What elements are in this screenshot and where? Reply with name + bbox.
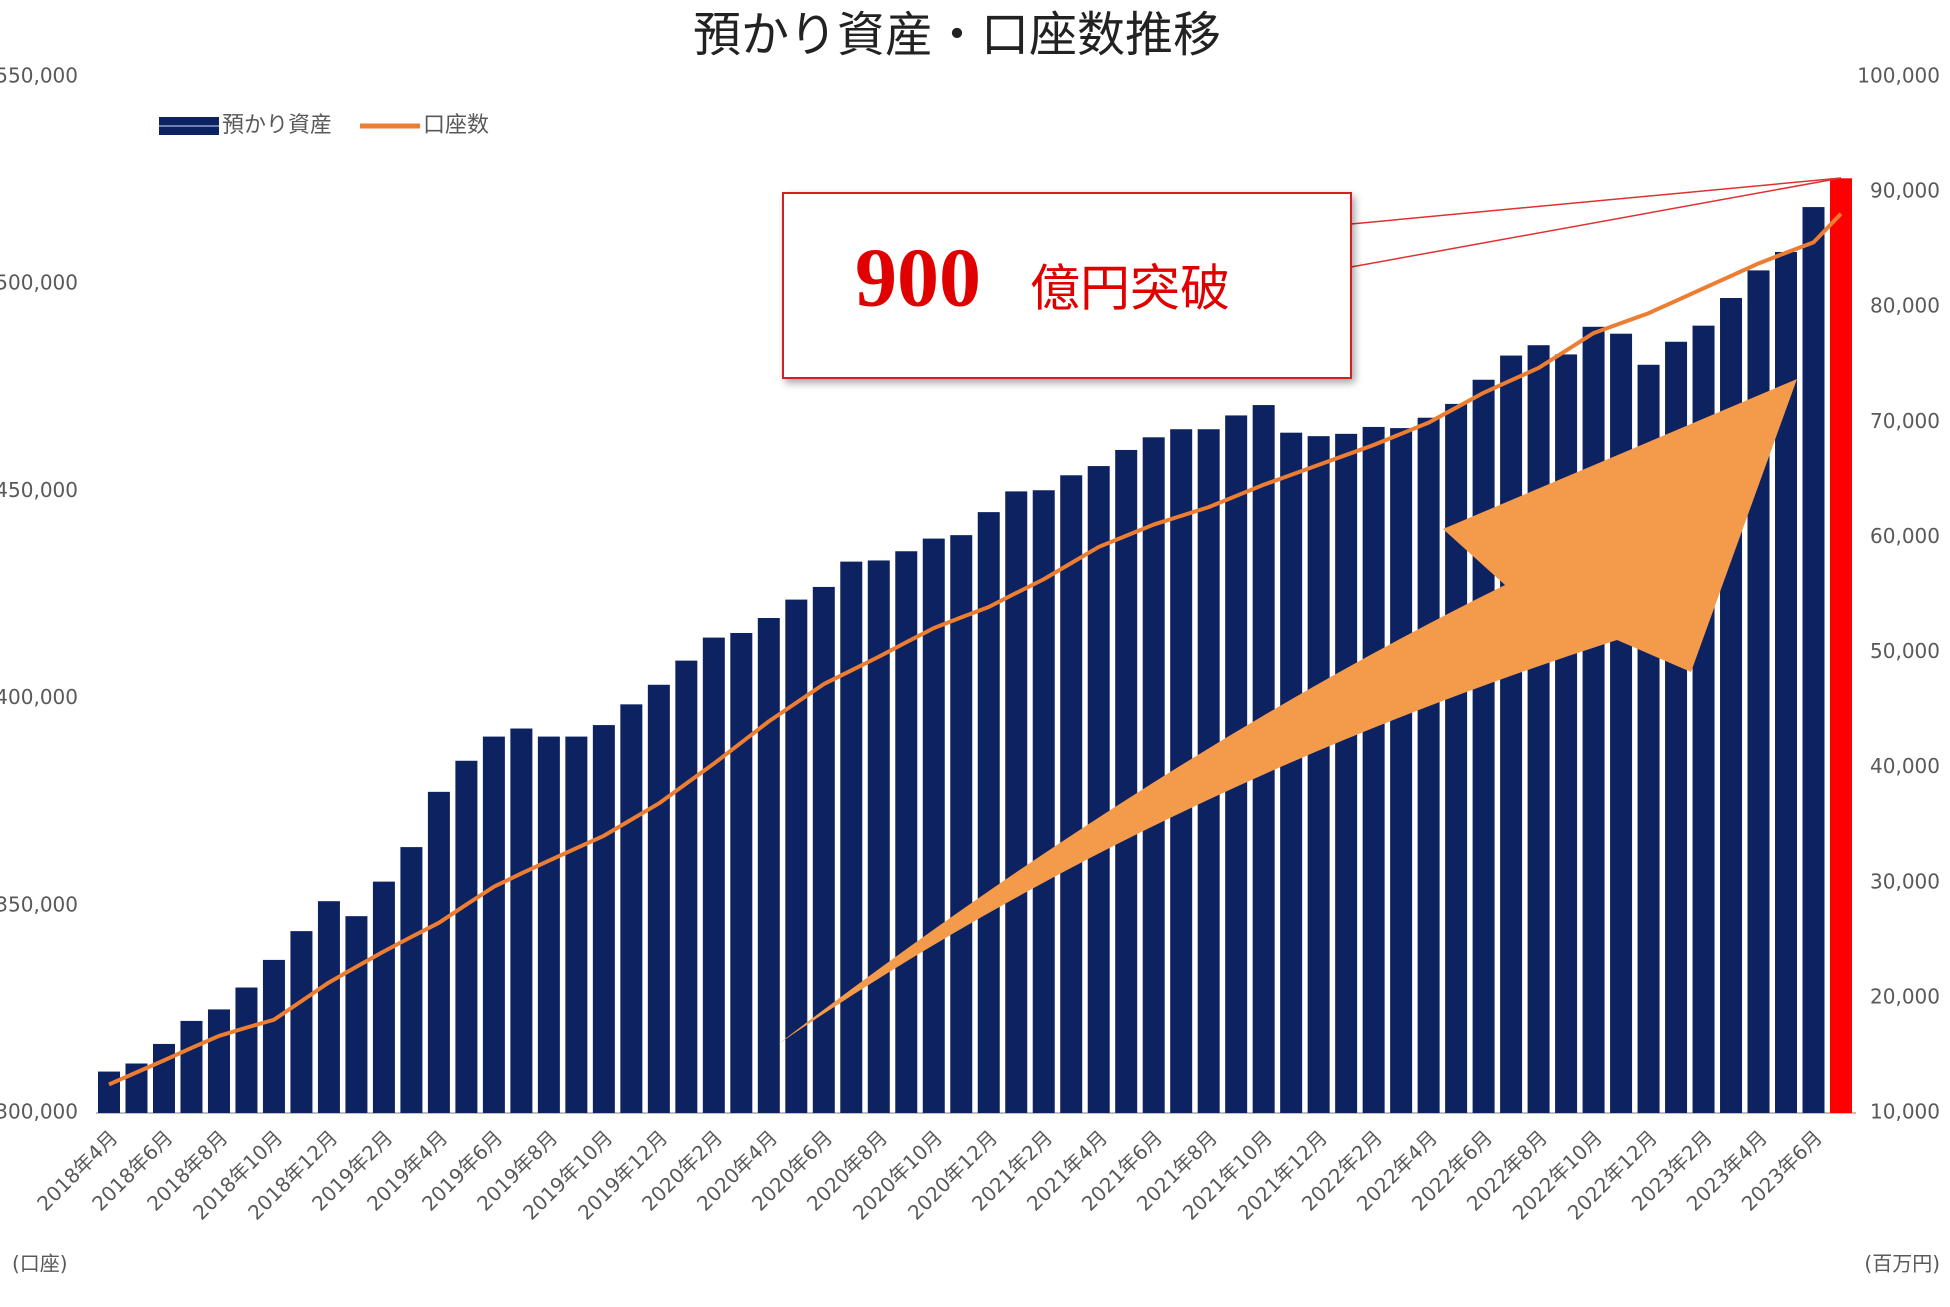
bar bbox=[1830, 178, 1852, 1113]
callout-line bbox=[1350, 177, 1842, 225]
y2-tick-label: 50,000 bbox=[1870, 639, 1940, 663]
bar bbox=[207, 1009, 230, 1113]
y2-tick-label: 10,000 bbox=[1870, 1100, 1940, 1124]
y2-tick-label: 100,000 bbox=[1857, 64, 1940, 88]
bar bbox=[1775, 251, 1798, 1114]
bar bbox=[950, 535, 973, 1113]
bar bbox=[262, 959, 285, 1113]
bar bbox=[455, 760, 478, 1113]
bar bbox=[317, 901, 340, 1113]
y2-tick-label: 40,000 bbox=[1870, 754, 1940, 778]
bar bbox=[1802, 207, 1825, 1113]
bar bbox=[290, 931, 313, 1113]
bar bbox=[675, 660, 698, 1113]
bar bbox=[867, 560, 890, 1113]
trend-arrow bbox=[777, 379, 1797, 1045]
bar bbox=[840, 561, 863, 1113]
bar bbox=[235, 987, 258, 1113]
bar bbox=[1445, 403, 1468, 1114]
y2-tick-label: 20,000 bbox=[1870, 984, 1940, 1008]
y2-tick-label: 90,000 bbox=[1870, 179, 1940, 203]
bar bbox=[730, 632, 753, 1113]
y2-tick-label: 30,000 bbox=[1870, 869, 1940, 893]
y2-unit: (百万円) bbox=[1864, 1252, 1940, 1276]
bar bbox=[98, 1071, 120, 1113]
bar bbox=[1115, 449, 1138, 1114]
callout-box bbox=[782, 192, 1352, 379]
bar bbox=[1362, 426, 1385, 1114]
bar bbox=[1307, 436, 1330, 1113]
y2-tick-label: 70,000 bbox=[1870, 409, 1940, 433]
callout-number: 900 bbox=[855, 231, 981, 324]
bar bbox=[895, 551, 918, 1113]
bar bbox=[977, 512, 1000, 1113]
line bbox=[108, 212, 1843, 1087]
y2-tick-label: 80,000 bbox=[1870, 294, 1940, 318]
bar bbox=[702, 637, 725, 1113]
bar bbox=[152, 1043, 175, 1113]
chart-title: 預かり資産・口座数推移 bbox=[693, 7, 1221, 63]
bar bbox=[372, 881, 395, 1113]
bar bbox=[1142, 437, 1165, 1113]
bar bbox=[1005, 491, 1028, 1113]
bar bbox=[180, 1020, 203, 1113]
bar bbox=[565, 736, 588, 1113]
callout-text: 億円突破 bbox=[1030, 260, 1230, 318]
bar bbox=[1500, 355, 1523, 1114]
bar bbox=[1390, 428, 1413, 1114]
bar bbox=[427, 791, 450, 1113]
legend-label: 預かり資産 bbox=[222, 113, 332, 138]
bar bbox=[1527, 345, 1550, 1114]
y-tick-label: 350,000 bbox=[0, 892, 78, 916]
bar bbox=[1472, 379, 1495, 1114]
y-tick-label: 450,000 bbox=[0, 478, 78, 502]
y-tick-label: 500,000 bbox=[0, 271, 78, 295]
bar bbox=[812, 586, 835, 1113]
bar bbox=[1582, 326, 1605, 1113]
bar bbox=[1417, 417, 1440, 1113]
y-tick-label: 300,000 bbox=[0, 1100, 78, 1124]
bar bbox=[482, 736, 505, 1113]
bar bbox=[510, 728, 533, 1113]
y-tick-label: 400,000 bbox=[0, 685, 78, 709]
bar bbox=[345, 916, 368, 1113]
bar bbox=[1555, 354, 1578, 1113]
callout: 900 億円突破 bbox=[782, 177, 1842, 379]
bar bbox=[1032, 490, 1055, 1113]
y2-tick-label: 60,000 bbox=[1870, 524, 1940, 548]
bar bbox=[1087, 466, 1110, 1113]
bar bbox=[922, 538, 945, 1113]
bar bbox=[647, 684, 670, 1113]
bar bbox=[757, 618, 780, 1113]
bar bbox=[400, 847, 423, 1113]
bar bbox=[1280, 432, 1303, 1113]
bar bbox=[592, 725, 615, 1113]
bar bbox=[1060, 475, 1083, 1114]
bar bbox=[537, 736, 560, 1113]
y-unit: (口座) bbox=[12, 1252, 68, 1276]
bar bbox=[620, 704, 643, 1113]
callout-line bbox=[1350, 177, 1842, 268]
bar bbox=[1335, 433, 1358, 1113]
legend-label: 口座数 bbox=[423, 113, 489, 138]
y-tick-label: 550,000 bbox=[0, 64, 78, 88]
bar bbox=[785, 599, 808, 1113]
